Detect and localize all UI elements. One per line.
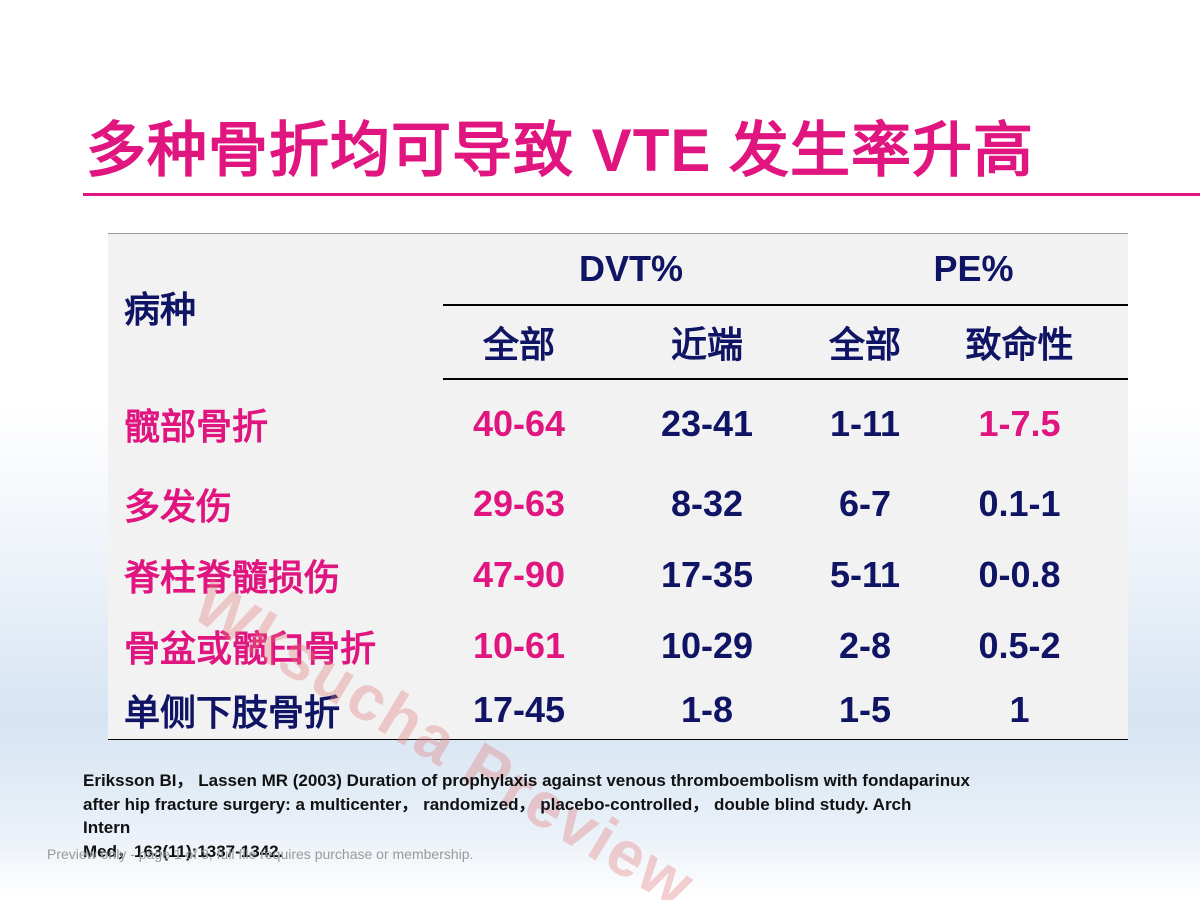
cell: 8-32 [670,482,744,524]
cell: 23-41 [660,403,754,444]
cell: 10-61 [472,624,566,666]
row-header: 骨盆或髋臼骨折 [124,627,377,669]
table-row: 单侧下肢骨折 17-45 1-8 1-5 1 [108,681,1129,740]
sub-header: 致命性 [911,305,1129,380]
cell: 6-7 [839,482,892,524]
row-header: 髋部骨折 [124,405,269,447]
cell: 1 [911,681,1129,740]
reference-line: Eriksson BI， Lassen MR (2003) Duration o… [83,771,970,790]
cell: 0-0.8 [978,553,1061,595]
cell: 17-35 [660,553,754,595]
cell: 0.1-1 [978,482,1061,524]
cell: 47-90 [472,553,566,595]
table-body: 髋部骨折 40-64 23-41 1-11 1-7.5 多发伤 29-63 8-32 6-7 0.… [108,379,1129,740]
cell: 1-5 [819,681,912,740]
cell: 0.5-2 [978,624,1061,666]
sub-header: 全部 [443,305,595,380]
group-header: PE% [819,233,1129,306]
row-header: 脊柱脊髓损伤 [124,556,341,598]
group-header: DVT% [443,233,820,306]
data-table: 病种 DVT% PE% 全部 近端 全部 致命性 髋部骨折 40-64 23-41 1… [108,233,1129,740]
reference-line: Med，163(11):1337-1342. [83,841,284,861]
sub-header: 近端 [595,305,820,380]
cell: 40-64 [472,403,566,444]
table-row: 髋部骨折 40-64 23-41 1-11 1-7.5 [108,379,1128,468]
cell: 5-11 [829,553,901,595]
reference-line: after hip fracture surgery: a multicente… [83,794,912,814]
sub-header: 全部 [819,305,912,380]
cell: 2-8 [839,624,892,666]
title-rule [83,193,1200,196]
row-header: 单侧下肢骨折 [108,681,443,740]
title: 多种骨折均可导致 VTE 发生率升高 [86,117,1035,184]
preview-note: Preview only - page 1 of 3, full file re… [47,846,474,862]
table-row: 脊柱脊髓损伤 47-90 17-35 5-11 0-0.8 [108,539,1128,610]
cell: 1-8 [595,681,820,740]
cell: 1-7.5 [978,403,1061,444]
table-row: 骨盆或髋臼骨折 10-61 10-29 2-8 0.5-2 [108,610,1128,681]
table-row: 多发伤 29-63 8-32 6-7 0.1-1 [108,468,1128,539]
reference-line: Intern [83,818,131,837]
cell: 10-29 [660,624,754,666]
row-header: 多发伤 [124,485,233,527]
reference: Eriksson BI， Lassen MR (2003) Duration o… [83,769,970,863]
cell: 1-11 [829,403,901,444]
cell: 17-45 [443,681,595,740]
corner-header: 病种 [108,233,443,379]
cell: 29-63 [472,482,566,524]
